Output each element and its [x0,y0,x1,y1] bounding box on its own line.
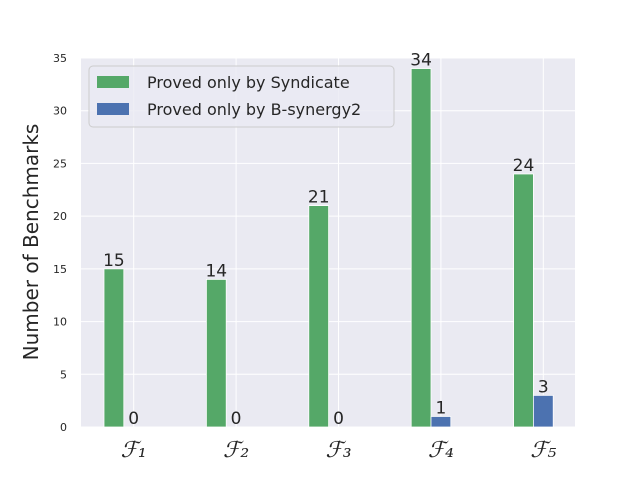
bar [430,416,452,428]
y-tick-label: 20 [53,210,67,223]
legend-swatch [97,103,129,115]
x-tick-label: ℱ₂ [223,438,249,463]
x-tick-label: ℱ₃ [325,438,351,463]
y-tick-label: 35 [53,52,67,65]
y-tick-label: 25 [53,157,67,170]
value-label: 34 [410,51,432,71]
legend-label: Proved only by B-synergy2 [147,100,361,119]
value-label: 0 [128,409,139,429]
x-tick-label: ℱ₄ [428,438,454,463]
value-label: 0 [231,409,242,429]
bar [205,278,227,428]
bar [308,205,329,428]
value-label: 21 [308,188,330,208]
value-label: 3 [538,377,549,397]
y-tick-label: 5 [60,368,67,381]
y-tick-label: 15 [53,263,67,276]
y-tick-label: 30 [53,105,67,118]
bar [513,173,534,428]
legend-swatch [97,76,129,88]
bar [410,68,432,428]
value-label: 1 [435,398,446,418]
y-tick-label: 0 [60,421,67,434]
value-label: 15 [103,251,125,271]
bars: 15 14 21 34 24 0 0 0 1 3 [103,51,554,429]
value-label: 14 [205,261,227,281]
y-tick-label: 10 [53,316,67,329]
x-tick-label: ℱ₅ [530,438,556,463]
x-tick-label: ℱ₁ [121,438,147,463]
bar [533,394,554,428]
bar [103,268,125,428]
legend: Proved only by Syndicate Proved only by B… [88,65,395,128]
y-axis-label: Number of Benchmarks [19,124,43,361]
legend-label: Proved only by Syndicate [147,73,350,92]
legend-box [88,65,395,128]
value-label: 0 [333,409,344,429]
value-label: 24 [513,156,535,176]
